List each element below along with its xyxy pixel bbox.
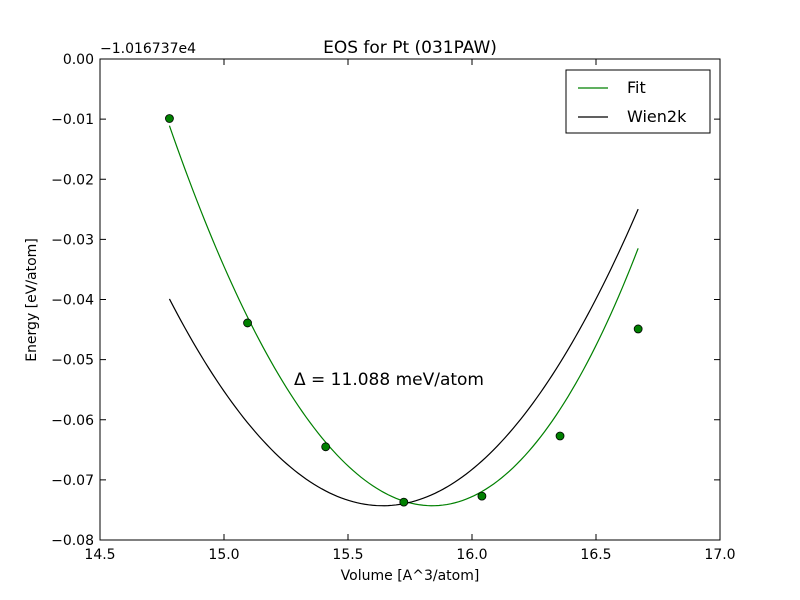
x-axis: 14.5 15.0 15.5 16.0 16.5 17.0 bbox=[84, 59, 736, 563]
y-offset-label: −1.016737e4 bbox=[100, 41, 196, 57]
series-line-fit bbox=[168, 125, 639, 507]
plot-area bbox=[165, 114, 643, 507]
y-tick-label: 0.00 bbox=[63, 52, 94, 68]
data-point bbox=[243, 318, 252, 328]
legend-label-fit: Fit bbox=[627, 78, 646, 97]
delta-annotation: Δ = 11.088 meV/atom bbox=[294, 370, 484, 390]
y-tick-label: −0.08 bbox=[51, 533, 94, 549]
legend-box bbox=[565, 69, 711, 134]
legend-label-wien2k: Wien2k bbox=[627, 107, 687, 126]
x-tick-label: 14.5 bbox=[84, 547, 115, 563]
chart-title: EOS for Pt (031PAW) bbox=[323, 38, 497, 58]
y-tick-label: −0.01 bbox=[51, 112, 94, 128]
data-point bbox=[555, 431, 565, 441]
x-tick-label: 16.0 bbox=[456, 547, 487, 563]
y-tick-label: −0.04 bbox=[51, 293, 94, 309]
legend: Fit Wien2k bbox=[565, 69, 711, 134]
series-line-wien2k bbox=[168, 208, 639, 507]
data-point bbox=[477, 491, 487, 501]
data-point bbox=[633, 324, 643, 334]
x-tick-label: 16.5 bbox=[580, 547, 611, 563]
data-point bbox=[165, 114, 174, 123]
data-point bbox=[321, 442, 331, 452]
y-tick-label: −0.07 bbox=[51, 473, 94, 489]
y-tick-label: −0.06 bbox=[51, 413, 94, 429]
data-point bbox=[399, 497, 409, 507]
y-tick-label: −0.03 bbox=[51, 232, 94, 248]
x-axis-label: Volume [A^3/atom] bbox=[341, 568, 480, 584]
x-tick-label: 15.0 bbox=[208, 547, 239, 563]
x-tick-label: 17.0 bbox=[704, 547, 735, 563]
y-tick-label: −0.02 bbox=[51, 172, 94, 188]
x-tick-label: 15.5 bbox=[332, 547, 363, 563]
y-tick-label: −0.05 bbox=[51, 353, 94, 369]
y-axis: 0.00 −0.01 −0.02 −0.03 −0.04 −0.05 −0.06 −0.07 −… bbox=[51, 52, 720, 549]
y-axis-label: Energy [eV/atom] bbox=[24, 238, 40, 362]
